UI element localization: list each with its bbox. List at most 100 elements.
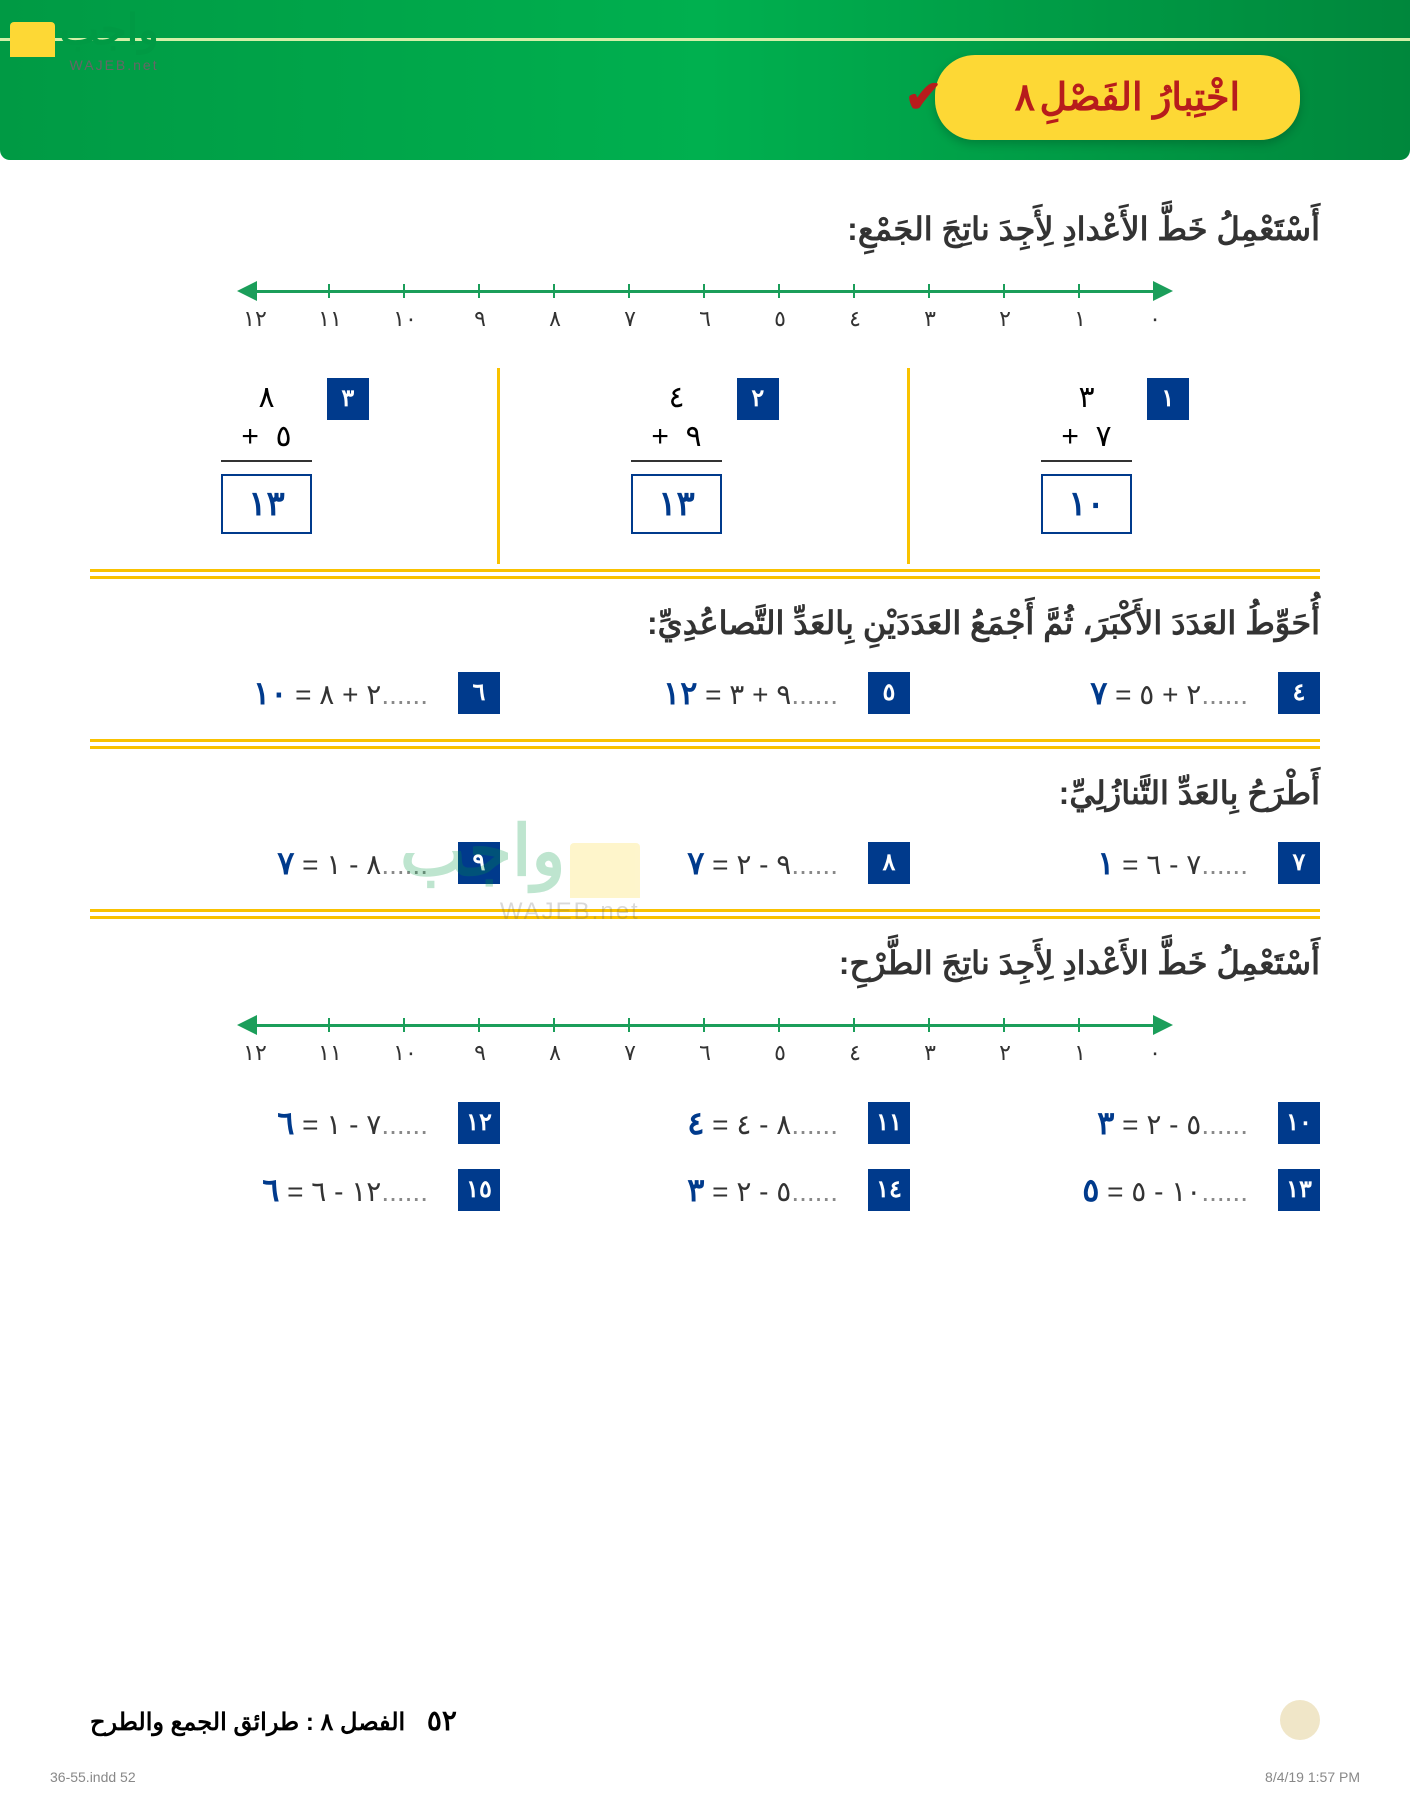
question-number: ٨ bbox=[868, 842, 910, 884]
inline-problem: ٨٩ - ٢ = ٧...... bbox=[500, 842, 910, 884]
vertical-divider bbox=[497, 368, 500, 564]
chapter-title-badge: ✔ اخْتِبارُ الفَصْلِ ٨ bbox=[935, 55, 1300, 140]
logo-subtext: WAJEB.net bbox=[10, 57, 159, 73]
number-line-label: ٢ bbox=[999, 306, 1011, 332]
number-line-label: ١١ bbox=[318, 306, 342, 332]
footer-logo-icon bbox=[1280, 1700, 1320, 1740]
number-line-label: ٦ bbox=[699, 306, 711, 332]
number-line-label: ٣ bbox=[924, 306, 936, 332]
inline-problem: ١٥ ١٢ - ٦ = ٦...... bbox=[90, 1169, 500, 1211]
section4-instruction: أَسْتَعْمِلُ خَطَّ الأَعْدادِ لِأَجِدَ ن… bbox=[90, 944, 1320, 982]
number-line-2: ٠١٢٣٤٥٦٧٨٩١٠١١١٢ bbox=[90, 1012, 1320, 1072]
question-number: ٣ bbox=[327, 378, 369, 420]
section4-row2: ١٣ ١٠ - ٥ = ٥...... ١٤ ٥ - ٢ = ٣...... ١٥ ١٢ … bbox=[90, 1169, 1320, 1211]
page-footer: ٥٢ الفصل ٨ : طرائق الجمع والطرح bbox=[90, 1700, 1320, 1740]
section3-problems: ٧٧ - ٦ = ١......٨٩ - ٢ = ٧......٩ ٨ - ١ =… bbox=[90, 842, 1320, 884]
logo-text: واجب bbox=[59, 6, 158, 53]
answer: ١ bbox=[1097, 845, 1114, 881]
section3-instruction: أَطْرَحُ بِالعَدِّ التَّنازُلِيِّ: bbox=[90, 774, 1320, 812]
sum-line bbox=[221, 460, 312, 462]
answer: ٧ bbox=[277, 845, 294, 881]
number-line-label: ٢ bbox=[999, 1040, 1011, 1066]
section1-problems: ١٣+ ٧١٠٢٤+ ٩١٣٣٨+ ٥١٣ bbox=[90, 368, 1320, 544]
question-number: ١٢ bbox=[458, 1102, 500, 1144]
addend-top: ٨ bbox=[221, 378, 312, 417]
expression: ٢ + ٥ = ٧...... bbox=[1090, 674, 1248, 712]
checkmark-icon: ✔ bbox=[905, 70, 943, 123]
answer-box: ١٣ bbox=[221, 474, 312, 534]
question-number: ٥ bbox=[868, 672, 910, 714]
inline-problem: ٦ ٢ + ٨ = ١٠...... bbox=[90, 672, 500, 714]
answer: ٦ bbox=[262, 1172, 279, 1208]
section2-problems: ٤ ٢ + ٥ = ٧...... ٥ ٩ + ٣ = ١٢...... ٦ ٢ + ٨ … bbox=[90, 672, 1320, 714]
chapter-number: ٨ bbox=[1015, 77, 1035, 119]
question-number: ١٠ bbox=[1278, 1102, 1320, 1144]
print-date: 8/4/19 1:57 PM bbox=[1265, 1769, 1360, 1785]
addend-plus: + ٧ bbox=[1041, 417, 1132, 456]
question-number: ٤ bbox=[1278, 672, 1320, 714]
number-line-label: ٩ bbox=[474, 1040, 486, 1066]
number-line-label: ٦ bbox=[699, 1040, 711, 1066]
book-icon bbox=[10, 22, 55, 57]
number-line-label: ١٠ bbox=[393, 1040, 417, 1066]
answer: ٧ bbox=[1090, 675, 1107, 711]
inline-problem: ١٠٥ - ٢ = ٣...... bbox=[910, 1102, 1320, 1144]
addend-top: ٣ bbox=[1041, 378, 1132, 417]
print-metadata: 36-55.indd 52 8/4/19 1:57 PM bbox=[50, 1769, 1360, 1785]
number-line-label: ١٠ bbox=[393, 306, 417, 332]
number-line-label: ١ bbox=[1074, 1040, 1086, 1066]
number-line-label: ١٢ bbox=[243, 1040, 267, 1066]
expression: ٥ - ٢ = ٣...... bbox=[687, 1171, 838, 1209]
addend-top: ٤ bbox=[631, 378, 722, 417]
answer: ٣ bbox=[1097, 1105, 1114, 1141]
answer: ٧ bbox=[687, 845, 704, 881]
number-line-label: ٨ bbox=[549, 1040, 561, 1066]
addition-problem: ١٣+ ٧١٠ bbox=[910, 368, 1320, 544]
number-line-label: ١ bbox=[1074, 306, 1086, 332]
sum-line bbox=[631, 460, 722, 462]
inline-problem: ١٤ ٥ - ٢ = ٣...... bbox=[500, 1169, 910, 1211]
header-banner: ✔ اخْتِبارُ الفَصْلِ ٨ bbox=[0, 0, 1410, 160]
addend-plus: + ٥ bbox=[221, 417, 312, 456]
chapter-subtitle: طرائق الجمع والطرح bbox=[90, 1709, 299, 1736]
number-line-label: ٠ bbox=[1149, 1040, 1161, 1066]
number-line-label: ٤ bbox=[849, 306, 861, 332]
sum-line bbox=[1041, 460, 1132, 462]
question-number: ١١ bbox=[868, 1102, 910, 1144]
section2-instruction: أُحَوِّطُ العَدَدَ الأَكْبَرَ، ثُمَّ أَج… bbox=[90, 604, 1320, 642]
inline-problem: ٥ ٩ + ٣ = ١٢...... bbox=[500, 672, 910, 714]
expression: ١٠ - ٥ = ٥...... bbox=[1082, 1171, 1248, 1209]
footer-text: ٥٢ الفصل ٨ : طرائق الجمع والطرح bbox=[90, 1704, 457, 1737]
banner-accent-line bbox=[0, 38, 1410, 41]
page-content: أَسْتَعْمِلُ خَطَّ الأَعْدادِ لِأَجِدَ ن… bbox=[0, 160, 1410, 1266]
question-number: ٩ bbox=[458, 842, 500, 884]
section4-row1: ١٠٥ - ٢ = ٣......١١٨ - ٤ = ٤......١٢٧ - … bbox=[90, 1102, 1320, 1144]
inline-problem: ٧٧ - ٦ = ١...... bbox=[910, 842, 1320, 884]
expression: ١٢ - ٦ = ٦...... bbox=[262, 1171, 428, 1209]
question-number: ٦ bbox=[458, 672, 500, 714]
number-line-1: ٠١٢٣٤٥٦٧٨٩١٠١١١٢ bbox=[90, 278, 1320, 338]
vertical-addition: ٤+ ٩ ١٣ bbox=[631, 378, 722, 534]
expression: ٩ + ٣ = ١٢...... bbox=[663, 674, 838, 712]
question-number: ١٤ bbox=[868, 1169, 910, 1211]
question-number: ١٥ bbox=[458, 1169, 500, 1211]
expression: ٧ - ١ = ٦...... bbox=[277, 1104, 428, 1142]
inline-problem: ١٣ ١٠ - ٥ = ٥...... bbox=[910, 1169, 1320, 1211]
expression: ٨ - ١ = ٧...... bbox=[277, 844, 428, 882]
number-line-label: ٥ bbox=[774, 306, 786, 332]
question-number: ١ bbox=[1147, 378, 1189, 420]
number-line-label: ٤ bbox=[849, 1040, 861, 1066]
number-line-label: ٥ bbox=[774, 1040, 786, 1066]
page-number: ٥٢ bbox=[427, 1705, 457, 1736]
inline-problem: ٤ ٢ + ٥ = ٧...... bbox=[910, 672, 1320, 714]
answer: ٥ bbox=[1082, 1172, 1099, 1208]
expression: ٢ + ٨ = ١٠...... bbox=[253, 674, 428, 712]
answer-box: ١٣ bbox=[631, 474, 722, 534]
addition-problem: ٣٨+ ٥ ١٣ bbox=[90, 368, 500, 544]
number-line-label: ٠ bbox=[1149, 306, 1161, 332]
addend-plus: + ٩ bbox=[631, 417, 722, 456]
question-number: ١٣ bbox=[1278, 1169, 1320, 1211]
number-line-label: ٧ bbox=[624, 306, 636, 332]
number-line-label: ١١ bbox=[318, 1040, 342, 1066]
answer: ١٠ bbox=[253, 675, 287, 711]
